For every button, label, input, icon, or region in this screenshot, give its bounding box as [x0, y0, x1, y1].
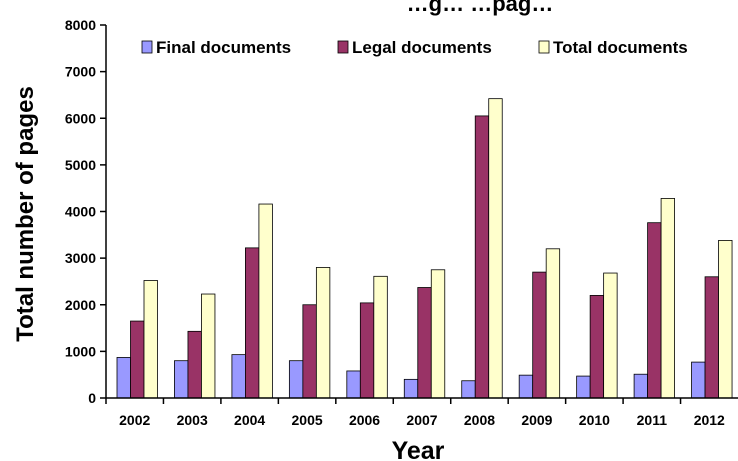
y-tick-label: 3000 — [65, 250, 96, 266]
bar-total-documents-2003 — [201, 293, 216, 399]
bar-total-documents-2005 — [315, 267, 331, 399]
bar-final-documents-2008 — [461, 380, 476, 399]
x-tick-label: 2011 — [637, 412, 668, 428]
x-tick-label: 2008 — [464, 412, 495, 428]
x-tick-label: 2010 — [579, 412, 610, 428]
y-tick-label: 2000 — [65, 297, 96, 313]
y-tick-label: 8000 — [65, 17, 96, 33]
bars — [116, 98, 733, 399]
x-axis-title: Year — [392, 437, 445, 461]
bar-final-documents-2005 — [288, 360, 304, 399]
legend-swatch — [538, 40, 550, 54]
x-tick-label: 2009 — [521, 412, 552, 428]
y-axis-ticks: 0 1000 2000 3000 4000 5000 6000 7000 8000 — [65, 17, 106, 406]
bar-legal-documents-2005 — [302, 304, 317, 399]
x-tick-label: 2005 — [292, 412, 323, 428]
bar-total-documents-2006 — [373, 275, 388, 399]
legend-swatch — [141, 40, 153, 54]
bar-total-documents-2010 — [603, 272, 618, 399]
bar-legal-documents-2007 — [417, 287, 432, 399]
x-tick-label: 2006 — [349, 412, 380, 428]
bar-total-documents-2002 — [143, 280, 158, 399]
x-tick-label: 2007 — [406, 412, 437, 428]
x-tick-label: 2003 — [177, 412, 208, 428]
bar-total-documents-2011 — [660, 198, 675, 399]
legend-swatch — [337, 40, 349, 54]
bar-final-documents-2011 — [633, 373, 648, 399]
bar-legal-documents-2008 — [474, 115, 490, 399]
bar-final-documents-2009 — [518, 374, 534, 399]
bar-total-documents-2004 — [258, 203, 273, 399]
bar-final-documents-2010 — [576, 375, 591, 399]
y-axis-title: Total number of pages — [12, 86, 39, 342]
bar-final-documents-2006 — [346, 370, 361, 399]
y-tick-label: 4000 — [65, 204, 96, 220]
bar-legal-documents-2011 — [647, 222, 662, 399]
y-tick-label: 0 — [88, 390, 96, 406]
bar-final-documents-2012 — [691, 361, 706, 399]
x-tick-label: 2004 — [234, 412, 265, 428]
bar-legal-documents-2010 — [589, 295, 605, 399]
bar-total-documents-2007 — [430, 269, 446, 399]
legend-label: Legal documents — [352, 38, 492, 57]
x-tick-label: 2002 — [119, 412, 150, 428]
legend-label: Final documents — [156, 38, 291, 57]
legend: Final documents Legal documents Total docu… — [141, 38, 688, 57]
bar-total-documents-2008 — [488, 98, 503, 399]
bar-legal-documents-2009 — [532, 271, 547, 399]
y-tick-label: 6000 — [65, 110, 96, 126]
bar-final-documents-2004 — [231, 354, 246, 399]
bar-final-documents-2007 — [403, 378, 419, 399]
bar-legal-documents-2006 — [359, 302, 375, 399]
chart-title: …g… …pag… — [407, 0, 554, 16]
bar-final-documents-2002 — [116, 357, 131, 399]
bar-total-documents-2009 — [545, 248, 561, 399]
bar-legal-documents-2004 — [245, 247, 260, 399]
x-axis-ticks: 2002 2003 2004 2005 2006 2007 2008 2009 2010 2011… — [105, 398, 725, 428]
y-tick-label: 5000 — [65, 157, 96, 173]
y-tick-label: 1000 — [65, 343, 96, 359]
bar-total-documents-2012 — [718, 240, 733, 399]
bar-legal-documents-2002 — [130, 320, 145, 399]
bar-final-documents-2003 — [174, 360, 189, 399]
bar-legal-documents-2012 — [704, 276, 719, 399]
legend-label: Total documents — [553, 38, 688, 57]
y-tick-label: 7000 — [65, 64, 96, 80]
bar-legal-documents-2003 — [187, 330, 202, 399]
x-tick-label: 2012 — [694, 412, 725, 428]
